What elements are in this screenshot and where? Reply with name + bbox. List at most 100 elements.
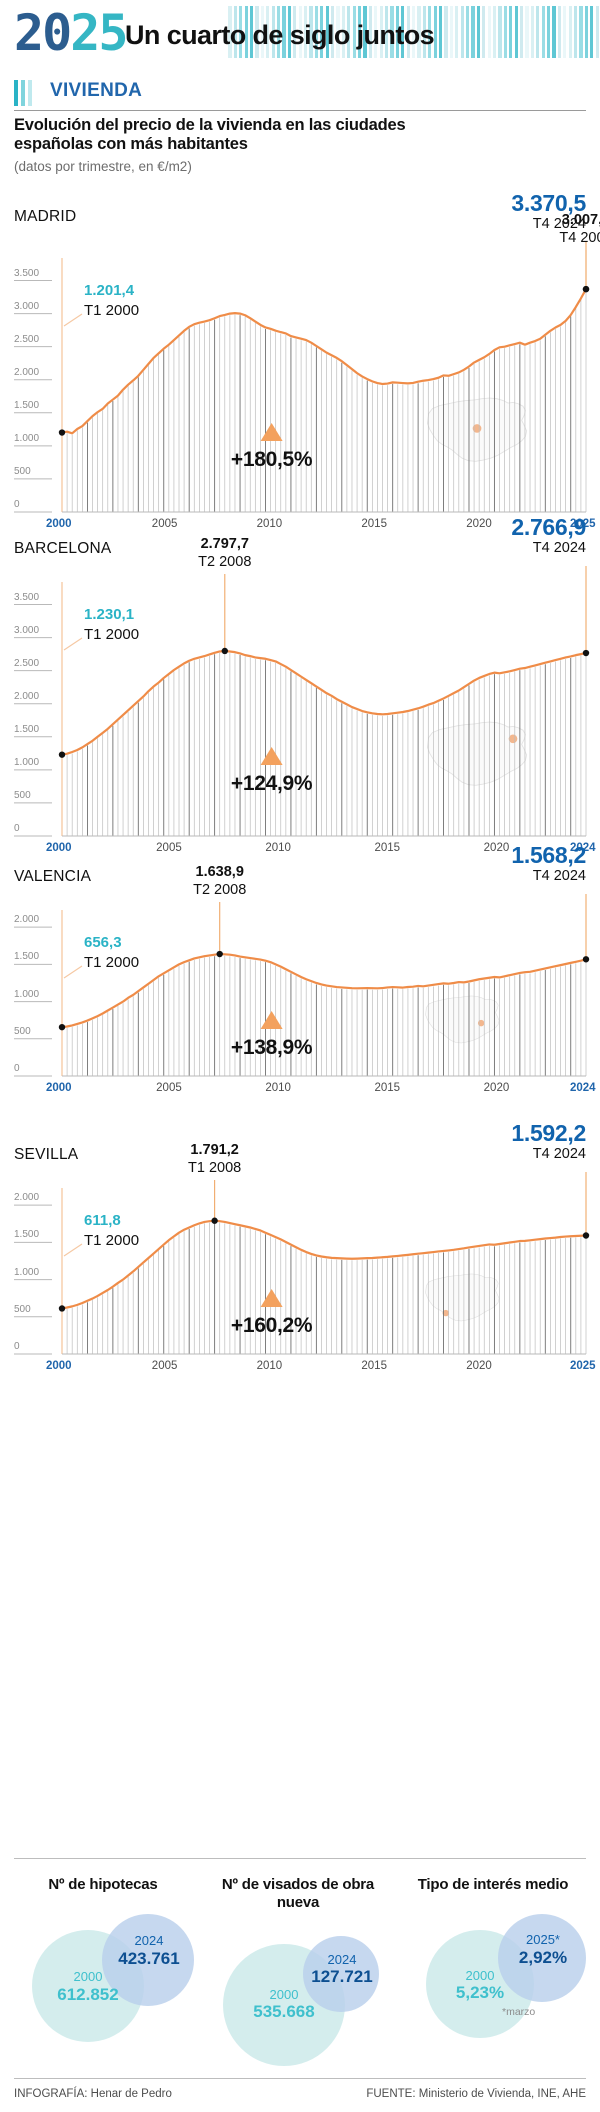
series-line (60, 1219, 588, 1310)
chart-end-period: T4 2024 (532, 540, 586, 556)
up-arrow-icon (260, 747, 283, 765)
stat-card: Tipo de interés medio 2000 5,23% 2025* 2,92%… (400, 1876, 586, 2050)
y-axis-tick: 0 (14, 499, 20, 510)
chart-hatching (66, 1222, 587, 1354)
venn-diagram: 2000 612.852 2024 423.761 (10, 1900, 196, 2050)
y-axis-tick: 1.000 (14, 756, 40, 768)
chart-start-period: T1 2000 (84, 1232, 140, 1249)
chart-change-percent: +160,2% (230, 1314, 313, 1337)
data-point-marker (58, 429, 66, 436)
chart-peak-value: 1.638,9 (195, 864, 244, 880)
series-line (60, 952, 588, 1029)
masthead-title: Un cuarto de siglo juntos (125, 20, 435, 50)
venn-diagram: 2000 5,23% 2025* 2,92% *marzo (400, 1900, 586, 2050)
data-point-marker (582, 956, 590, 963)
data-point-marker (582, 1232, 590, 1239)
y-axis-tick: 1.500 (14, 723, 40, 735)
stat-label-2000: 2000 5,23% (422, 1967, 538, 2003)
y-axis-tick: 0 (14, 1063, 20, 1074)
chart-peak-period: T2 2008 (193, 882, 247, 898)
y-axis-tick: 500 (14, 1303, 31, 1315)
data-point-marker (582, 285, 590, 293)
series-line (60, 649, 588, 756)
x-axis-tick: 2010 (265, 1082, 291, 1094)
credit-text: INFOGRAFÍA: Henar de Pedro (14, 2088, 172, 2100)
stat-year-new: 2024 (134, 1933, 164, 1949)
chart-city-name: VALENCIA (14, 868, 92, 885)
logo-2025: 2025 (14, 8, 128, 58)
barcode-decoration (228, 6, 600, 58)
x-axis-tick: 2010 (256, 518, 283, 530)
stat-label-new: 2024 127.721 (291, 1951, 393, 1987)
y-axis-tick: 2.000 (14, 1192, 40, 1204)
data-point-marker (221, 647, 228, 655)
chart-start-value: 1.201,4 (84, 282, 135, 299)
chart-peak-period: T1 2008 (188, 1160, 242, 1176)
x-axis-tick: 2020 (483, 842, 510, 854)
source-text: FUENTE: Ministerio de Vivienda, INE, AHE (366, 2088, 586, 2100)
y-axis-tick: 2.500 (14, 333, 40, 345)
page-subtitle: (datos por trimestre, en €/m2) (14, 159, 192, 174)
stat-card: Nº de hipotecas 2000 612.852 2024 423.761 (10, 1876, 196, 2050)
x-axis-tick: 2015 (374, 1082, 401, 1094)
page-title: Evolución del precio de la vivienda en l… (14, 116, 406, 153)
y-axis-tick: 1.000 (14, 1266, 40, 1278)
logo-25-part: 25 (70, 4, 128, 62)
chart-hatching (66, 290, 587, 512)
stat-value-old: 535.668 (253, 2002, 315, 2022)
stat-title: Nº de visados de obra nueva (221, 1876, 375, 1911)
logo-20-part: 20 (14, 4, 72, 62)
header-divider (14, 110, 586, 111)
chart-start-period: T1 2000 (84, 302, 140, 319)
chart-change-percent: +138,9% (230, 1036, 313, 1059)
y-axis-tick: 1.500 (14, 399, 40, 411)
y-axis-tick: 2.000 (14, 690, 40, 702)
stat-value-new: 423.761 (118, 1948, 180, 1968)
stat-value-old: 612.852 (57, 1984, 119, 2004)
x-axis-tick: 2005 (156, 842, 182, 854)
circle-newyear (303, 1936, 379, 2012)
y-axis-tick: 500 (14, 789, 31, 801)
data-point-marker (58, 1305, 66, 1312)
x-axis-tick: 2020 (466, 1360, 492, 1372)
stat-title: Tipo de interés medio (417, 1876, 569, 1893)
y-axis-tick: 500 (14, 465, 31, 477)
x-axis-tick: 2015 (374, 842, 401, 854)
stats-divider-bottom (14, 2078, 586, 2079)
stat-footnote: *marzo (502, 2006, 536, 2018)
venn-diagram: 2000 535.668 2024 127.721 (205, 1918, 391, 2068)
up-arrow-icon (260, 1011, 283, 1029)
circle-newyear (102, 1914, 194, 2006)
chart-plot-svg (14, 566, 590, 837)
section-bars-icon (14, 80, 40, 106)
x-axis-tick: 2020 (483, 1082, 510, 1094)
chart-end-period: T4 2024 (532, 1146, 586, 1162)
stat-value-old: 5,23% (455, 1983, 505, 2003)
chart-end-period: T4 2024 (532, 216, 586, 232)
up-arrow-icon (260, 1289, 283, 1307)
chart-hatching (66, 955, 587, 1076)
stat-title: Nº de hipotecas (48, 1876, 158, 1893)
stat-value-new: 2,92% (518, 1947, 568, 1967)
y-axis-tick: 2.500 (14, 657, 40, 669)
data-point-marker (211, 1217, 218, 1224)
y-axis-tick: 1.000 (14, 432, 40, 444)
circle-newyear (498, 1914, 586, 2002)
chart-peak-value: 1.791,2 (190, 1142, 239, 1158)
x-axis-tick: 2025 (570, 1360, 596, 1372)
chart-plot-svg (14, 894, 590, 1077)
stat-label-2000: 2000 535.668 (219, 1987, 349, 2022)
y-axis-tick: 2.000 (14, 914, 40, 926)
masthead: 2025 Un cuarto de siglo juntos (0, 0, 600, 72)
chart-start-value: 611,8 (84, 1212, 121, 1229)
chart-peak-period: T4 2007 (559, 230, 600, 246)
chart-peak-period: T2 2008 (198, 554, 252, 570)
stat-year-old: 2000 (465, 1967, 495, 1983)
chart-peak-value: 3.007,4 (561, 212, 600, 228)
y-axis-tick: 3.500 (14, 267, 40, 279)
x-axis-tick: 2005 (151, 518, 178, 530)
chart-end-value: 1.592,2 (511, 1120, 586, 1146)
stat-year-new: 2024 (327, 1951, 357, 1967)
data-point-marker (582, 649, 590, 657)
chart-start-value: 1.230,1 (84, 606, 135, 623)
